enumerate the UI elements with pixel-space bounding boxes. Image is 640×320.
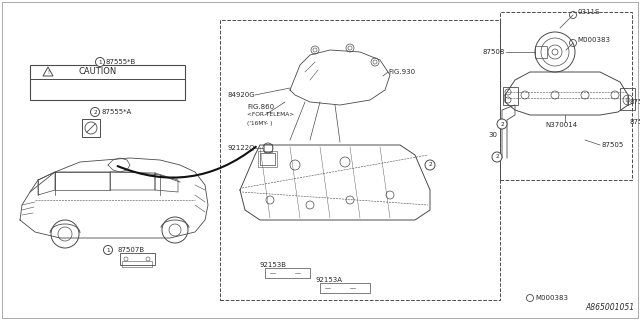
Bar (30, 65, 185, 100)
Text: 92153A: 92153A (315, 277, 342, 283)
Bar (320, 283, 370, 293)
Circle shape (425, 160, 435, 170)
Text: 87598: 87598 (630, 99, 640, 105)
Text: 87507B: 87507B (117, 247, 144, 253)
Text: 2: 2 (93, 109, 97, 115)
Circle shape (90, 108, 99, 116)
Text: !: ! (47, 70, 49, 75)
Text: <FOR TELEMA>: <FOR TELEMA> (247, 113, 294, 117)
Bar (258, 151, 277, 167)
Text: 30: 30 (488, 132, 497, 138)
Text: 84920G: 84920G (228, 92, 255, 98)
Text: A865001051: A865001051 (586, 303, 635, 312)
Bar (265, 268, 310, 278)
Text: ('16MY- ): ('16MY- ) (247, 121, 273, 125)
Text: 1: 1 (106, 247, 110, 252)
Text: 2: 2 (428, 163, 432, 167)
Text: FIG.930: FIG.930 (388, 69, 415, 75)
Circle shape (95, 58, 104, 67)
Bar (122, 261, 152, 267)
Text: FIG.860: FIG.860 (247, 104, 274, 110)
Text: 1: 1 (98, 60, 102, 65)
Text: CAUTION: CAUTION (79, 68, 117, 76)
Bar (264, 144, 272, 152)
Bar (620, 88, 635, 110)
Circle shape (492, 152, 502, 162)
Text: 8750I: 8750I (630, 119, 640, 125)
Text: 87508: 87508 (483, 49, 505, 55)
Text: M000383: M000383 (535, 295, 568, 301)
Text: 2: 2 (500, 122, 504, 126)
Text: 87555*B: 87555*B (106, 59, 136, 65)
Text: M000383: M000383 (577, 37, 610, 43)
Text: 87555*A: 87555*A (101, 109, 131, 115)
Bar (503, 87, 518, 105)
Circle shape (497, 119, 507, 129)
Bar (500, 12, 632, 180)
Bar (220, 20, 500, 300)
Text: 92122Q: 92122Q (228, 145, 255, 151)
Text: N370014: N370014 (545, 122, 577, 128)
Bar (82, 119, 100, 137)
Circle shape (104, 245, 113, 254)
Text: 0311S: 0311S (577, 9, 600, 15)
Bar (260, 153, 275, 165)
Text: 2: 2 (495, 155, 499, 159)
Text: 92153B: 92153B (260, 262, 287, 268)
Bar (535, 46, 547, 58)
Text: 87505: 87505 (601, 142, 623, 148)
Bar (120, 253, 155, 265)
